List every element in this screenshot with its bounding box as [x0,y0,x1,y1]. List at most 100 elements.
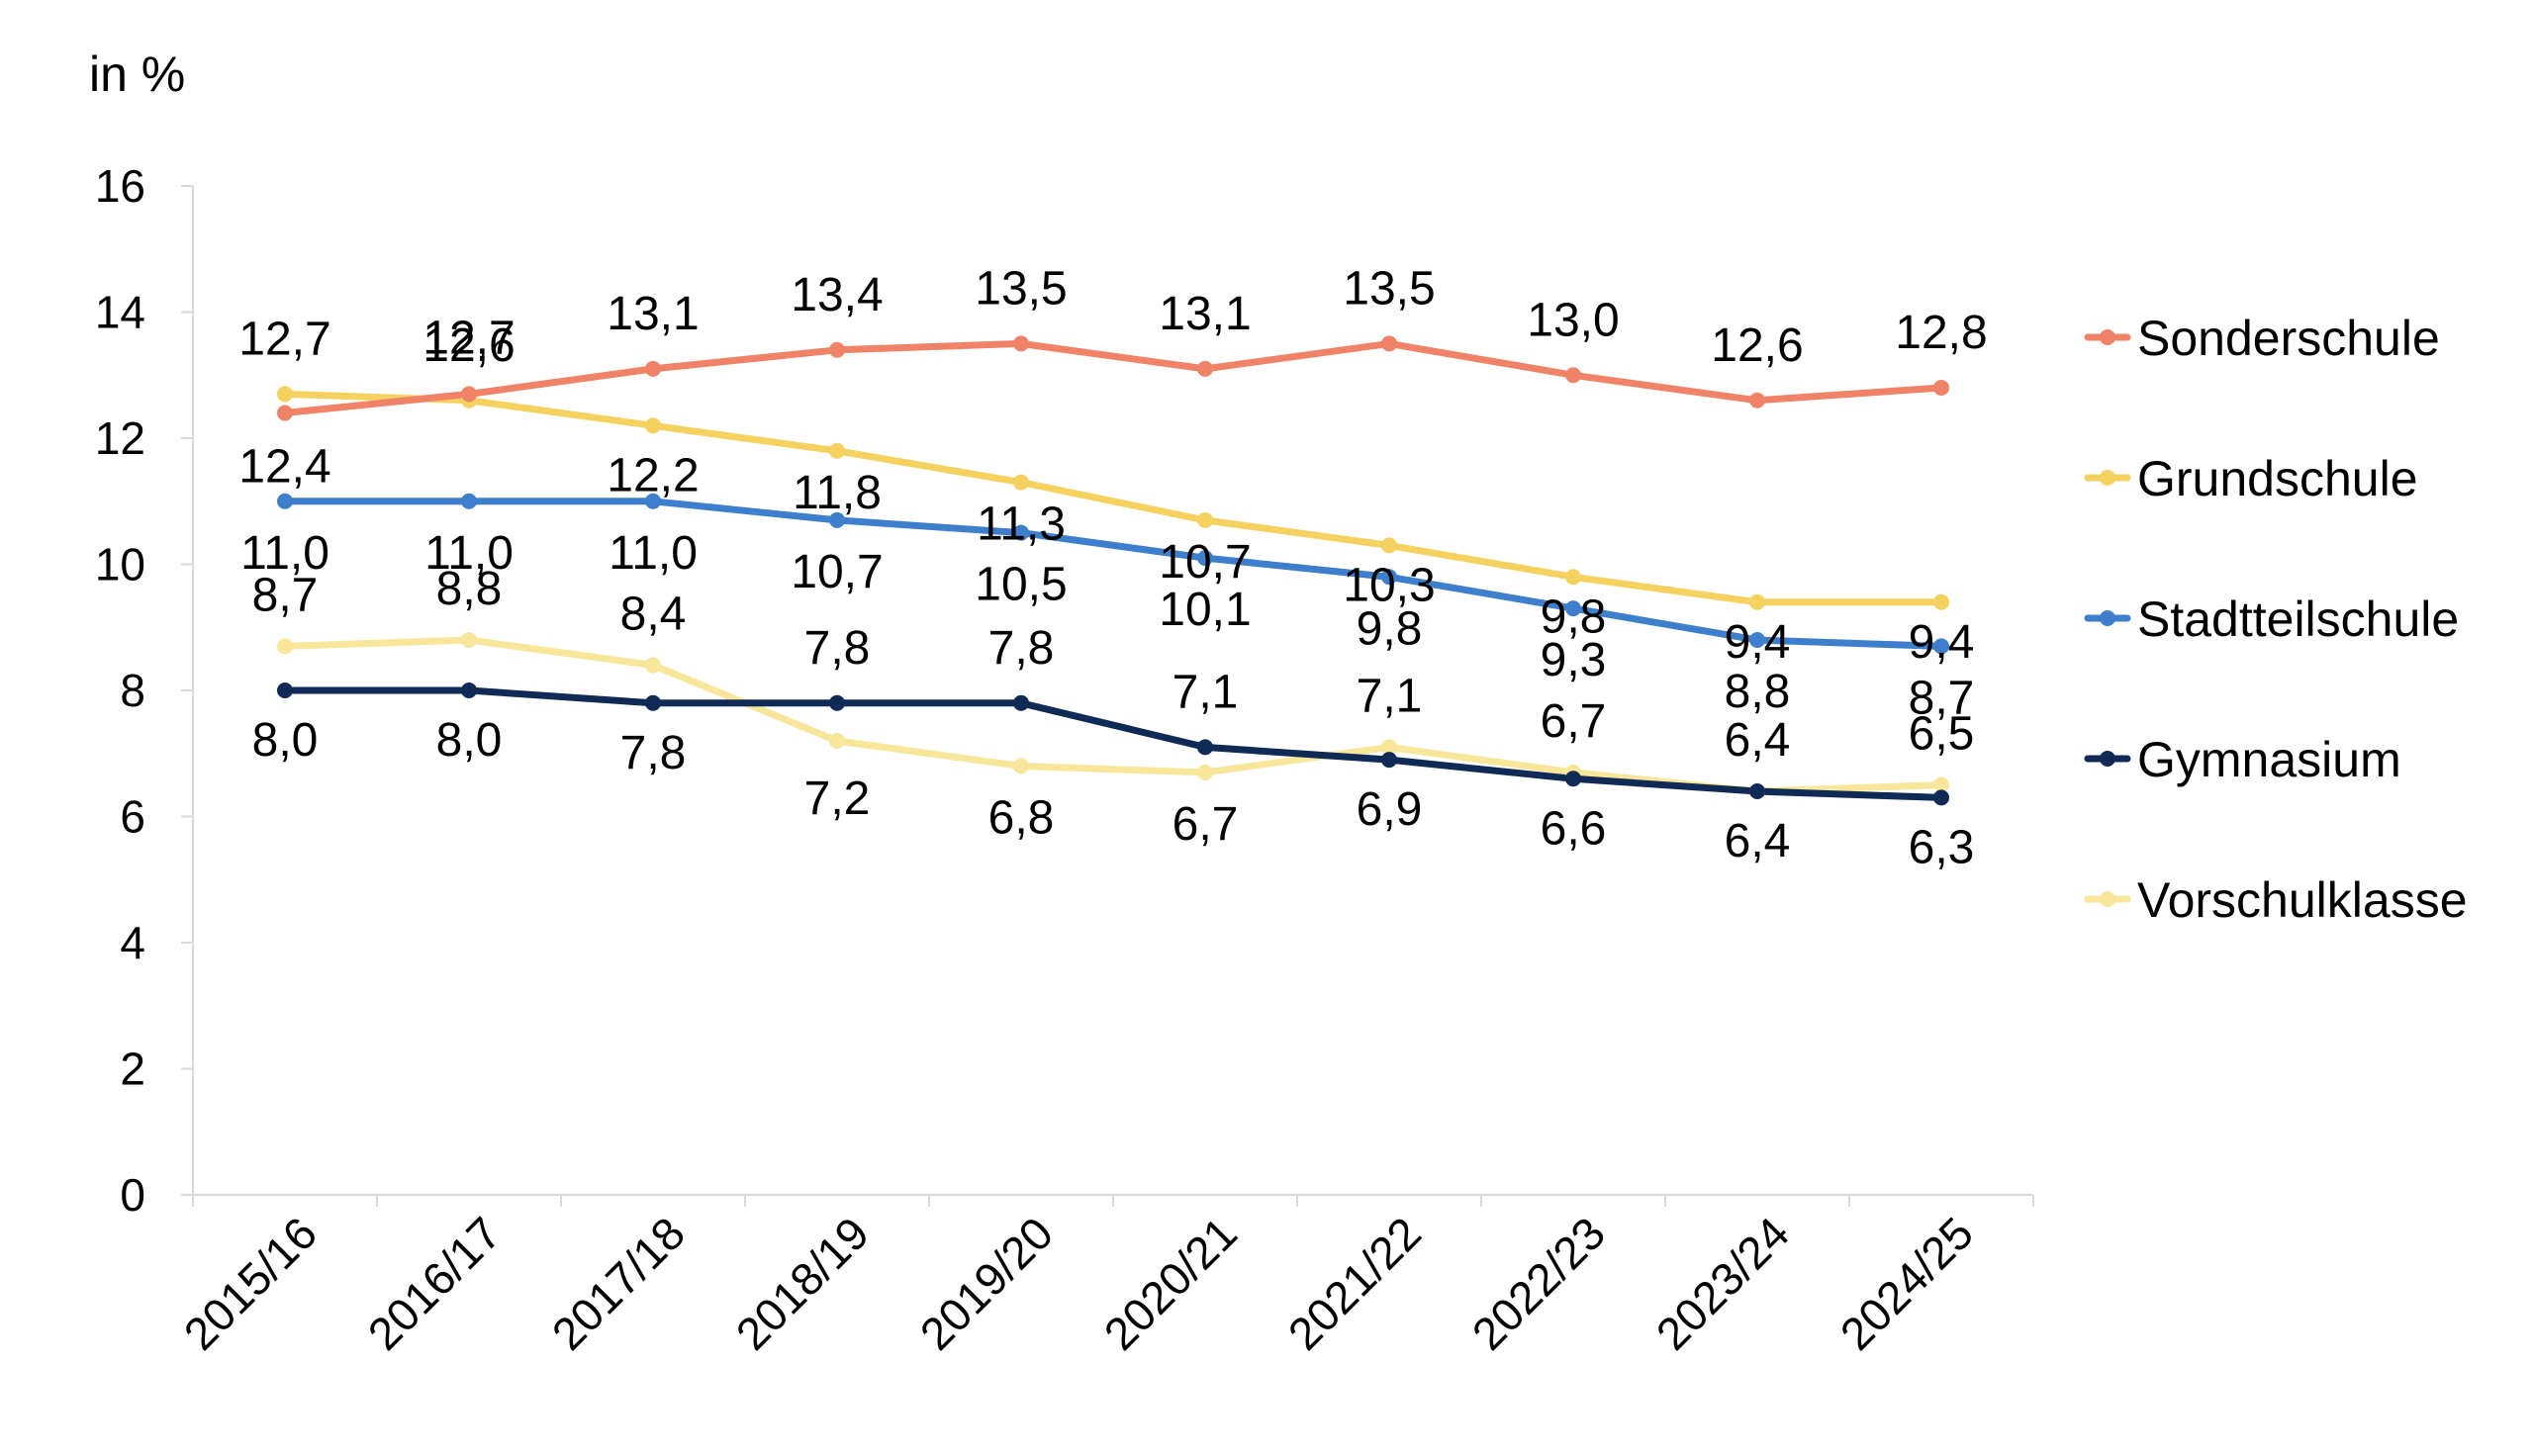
legend: Sonderschule Grundschule Stadtteilschule Gy… [2084,311,2468,928]
data-point [829,442,845,459]
y-tick-label: 0 [120,1169,145,1221]
data-point [645,360,661,377]
data-label: 13,1 [607,288,699,340]
data-label: 13,5 [975,262,1067,315]
data-point [1197,360,1213,377]
data-point [1565,771,1581,787]
legend-label: Stadtteilschule [2137,592,2459,647]
series-line [281,636,1945,795]
x-tick-label: 2019/20 [910,1207,1063,1359]
data-point [1565,367,1581,384]
data-point [1749,632,1765,648]
y-tick-label: 12 [95,412,145,464]
data-label: 12,6 [422,319,515,372]
data-label: 8,8 [436,563,503,615]
data-point [1381,335,1397,352]
data-label: 11,3 [977,499,1066,551]
data-point [277,493,293,509]
series-line [281,339,1945,416]
data-label: 8,7 [252,569,319,621]
data-label: 11,0 [240,527,329,580]
data-label: 10,5 [975,559,1067,611]
data-point [277,682,293,698]
data-label: 6,7 [1541,695,1607,748]
data-point [645,657,661,674]
x-tick-label: 2015/16 [174,1207,327,1359]
series-line [281,498,1945,650]
legend-label: Sonderschule [2137,311,2440,366]
data-label: 13,5 [1343,262,1435,315]
data-point [1749,392,1765,409]
data-label: 6,7 [1173,798,1239,851]
x-tick-label: 2022/23 [1462,1207,1615,1359]
data-label: 9,8 [1541,591,1607,643]
legend-swatch-marker [2100,470,2115,486]
data-label: 9,3 [1541,634,1607,686]
data-label: 6,6 [1541,802,1607,855]
x-tick-label: 2016/17 [358,1207,511,1359]
series-line [281,686,1945,801]
x-tick-label: 2017/18 [542,1207,695,1359]
data-point [1933,776,1949,793]
data-label: 12,2 [607,449,699,501]
data-point [645,694,661,711]
data-labels: 12,4 12,7 13,1 13,4 13,5 13,1 13,5 13,0 12,6 12,8… [238,262,1987,873]
data-label: 13,0 [1527,294,1619,346]
data-label: 10,1 [1159,584,1251,636]
data-point [461,632,477,648]
x-tick-label: 2018/19 [726,1207,879,1359]
data-label: 9,4 [1909,616,1975,669]
data-label: 12,7 [238,313,330,365]
data-label: 8,0 [436,714,503,767]
data-point [1197,739,1213,756]
data-point [461,493,477,509]
legend-swatch-marker [2100,751,2115,767]
y-axis-unit-label: in % [89,46,185,102]
data-point [1197,764,1213,780]
data-label: 8,4 [620,589,687,641]
data-label: 11,0 [424,527,514,580]
data-label: 11,0 [609,527,698,580]
y-tick-label: 14 [95,287,145,338]
legend-swatch-marker [2100,329,2115,345]
x-tick-label: 2024/25 [1830,1207,1983,1359]
data-point [1933,380,1949,396]
data-point [1933,593,1949,610]
legend-label: Vorschulklasse [2137,872,2468,928]
data-label: 9,8 [1357,602,1423,655]
data-point [645,417,661,434]
data-point [1565,600,1581,617]
data-label: 12,7 [422,312,515,364]
data-point [1381,739,1397,756]
data-point [1197,550,1213,567]
data-label: 7,1 [1357,670,1423,722]
data-point [461,682,477,698]
data-label: 7,8 [988,622,1055,675]
data-point [829,733,845,749]
data-label: 6,8 [988,792,1055,845]
data-point [277,405,293,421]
data-label: 7,2 [804,773,871,825]
data-label: 6,3 [1909,821,1975,873]
data-point [829,694,845,711]
x-tick-label: 2023/24 [1646,1207,1799,1359]
data-label: 10,7 [1159,536,1251,589]
data-label: 13,4 [791,269,883,321]
y-tick-label: 8 [120,665,145,716]
data-point [461,386,477,403]
data-label: 8,0 [252,714,319,767]
data-label: 8,8 [1725,666,1791,718]
y-tick-label: 10 [95,539,145,591]
data-point [1013,524,1029,541]
data-label: 6,4 [1725,714,1791,767]
data-point [1013,474,1029,491]
data-point [1933,638,1949,655]
data-point [1381,537,1397,554]
data-label: 13,1 [1159,288,1251,340]
series-line [281,390,1945,606]
data-label: 12,4 [238,441,330,494]
data-point [829,511,845,528]
y-tick-label: 16 [95,160,145,212]
x-tick-label: 2021/22 [1278,1207,1431,1359]
data-point [1933,789,1949,806]
